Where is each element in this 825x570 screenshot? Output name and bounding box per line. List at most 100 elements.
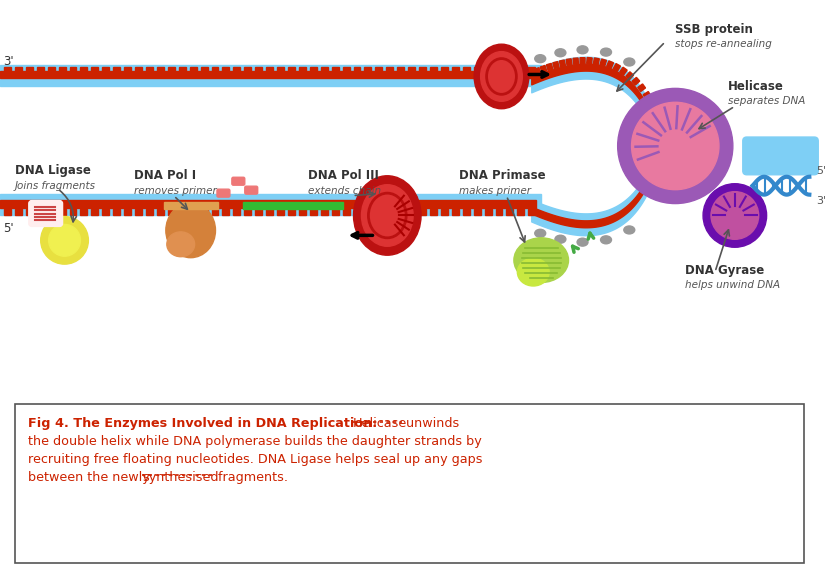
Bar [321, 209, 328, 215]
Bar [397, 67, 404, 74]
Bar [397, 209, 404, 215]
Ellipse shape [624, 226, 634, 234]
Bar [80, 67, 87, 74]
Bar [113, 209, 120, 215]
Bar [233, 67, 240, 74]
Circle shape [711, 192, 759, 239]
Bar [0, 200, 536, 207]
Bar [233, 209, 240, 215]
Bar [375, 67, 382, 74]
FancyBboxPatch shape [232, 177, 245, 185]
Bar [452, 209, 459, 215]
Bar [223, 67, 229, 74]
Bar [573, 58, 578, 64]
Bar [587, 58, 592, 64]
Text: helps unwind DNA: helps unwind DNA [686, 280, 780, 290]
Bar [266, 209, 273, 215]
Bar [474, 67, 481, 74]
Bar [190, 209, 196, 215]
Ellipse shape [354, 176, 421, 255]
Bar [408, 67, 415, 74]
Text: removes primer: removes primer [134, 186, 217, 196]
Text: DNA Ligase: DNA Ligase [15, 164, 91, 177]
Circle shape [40, 217, 88, 264]
Bar [92, 209, 98, 215]
Text: Helicase: Helicase [728, 80, 784, 93]
Bar [600, 59, 606, 66]
Bar [310, 67, 317, 74]
Bar [15, 209, 21, 215]
Bar [211, 67, 219, 74]
Ellipse shape [167, 232, 195, 256]
Text: makes primer: makes primer [459, 186, 530, 196]
Bar [419, 209, 426, 215]
Bar [243, 202, 342, 209]
Bar [200, 209, 208, 215]
Bar [48, 209, 54, 215]
Bar [580, 58, 585, 64]
Text: separates DNA: separates DNA [728, 96, 805, 106]
Ellipse shape [166, 203, 215, 258]
FancyBboxPatch shape [15, 404, 804, 563]
Bar [0, 71, 536, 79]
Bar [644, 92, 651, 99]
Bar [69, 67, 77, 74]
Circle shape [618, 88, 733, 203]
FancyBboxPatch shape [217, 189, 230, 197]
Bar [211, 209, 219, 215]
Text: DNA Pol III: DNA Pol III [308, 169, 379, 182]
Circle shape [703, 184, 766, 247]
Text: stops re-annealing: stops re-annealing [675, 39, 772, 48]
Bar [26, 67, 33, 74]
Bar [484, 67, 492, 74]
Bar [0, 64, 541, 87]
Bar [342, 209, 350, 215]
Bar [430, 209, 437, 215]
Bar [507, 67, 513, 74]
Text: DNA Primase: DNA Primase [459, 169, 545, 182]
Text: 3': 3' [3, 55, 13, 68]
Bar [474, 209, 481, 215]
Bar [124, 67, 131, 74]
Bar [167, 67, 175, 74]
Bar [496, 67, 502, 74]
Bar [102, 67, 109, 74]
Bar [484, 209, 492, 215]
Bar [164, 202, 219, 209]
Bar [528, 70, 535, 78]
Text: the double helix while DNA polymerase builds the daughter strands by: the double helix while DNA polymerase bu… [28, 435, 482, 448]
Ellipse shape [555, 49, 566, 57]
Ellipse shape [535, 229, 545, 237]
Bar [15, 67, 21, 74]
Bar [59, 209, 65, 215]
Bar [430, 67, 437, 74]
Bar [386, 67, 394, 74]
Text: Joins fragments: Joins fragments [15, 181, 96, 191]
Bar [332, 209, 338, 215]
Bar [37, 67, 44, 74]
Bar [452, 67, 459, 74]
Bar [157, 67, 164, 74]
Bar [48, 67, 54, 74]
Text: 3': 3' [816, 196, 825, 206]
Bar [517, 209, 525, 215]
Bar [135, 67, 142, 74]
Bar [255, 209, 262, 215]
Bar [354, 67, 361, 74]
Bar [606, 61, 614, 68]
Text: 5': 5' [3, 222, 13, 235]
Bar [223, 209, 229, 215]
Ellipse shape [517, 258, 549, 286]
Bar [26, 209, 33, 215]
Text: 5': 5' [816, 166, 825, 176]
Bar [528, 209, 535, 215]
Circle shape [632, 102, 719, 190]
Bar [92, 67, 98, 74]
Bar [299, 209, 306, 215]
Bar [299, 67, 306, 74]
Bar [277, 209, 284, 215]
Text: fragments.: fragments. [214, 471, 287, 484]
FancyBboxPatch shape [29, 201, 63, 226]
Bar [69, 209, 77, 215]
Bar [288, 209, 295, 215]
